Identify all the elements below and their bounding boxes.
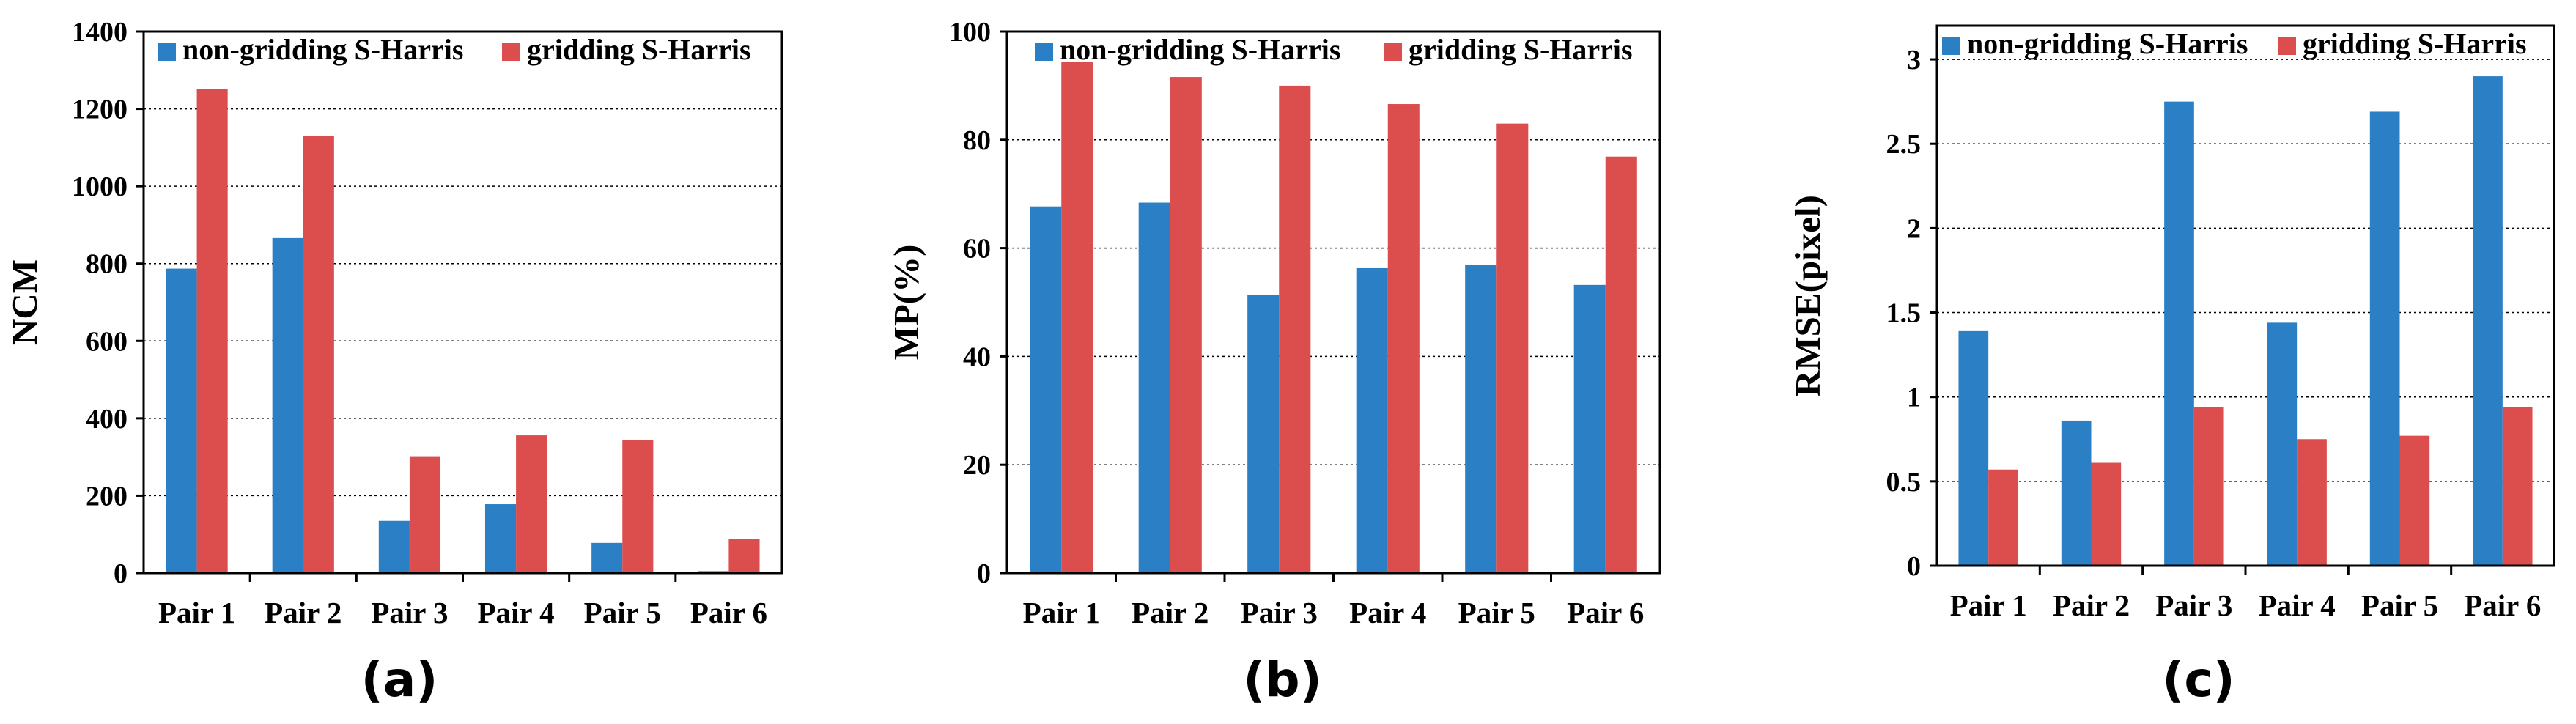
legend-swatch <box>158 43 176 61</box>
plot-frame <box>1005 30 1661 575</box>
bar-non-gridding-pair-6 <box>1573 284 1606 573</box>
bar-non-gridding-pair-2 <box>2061 420 2092 566</box>
bar-non-gridding-pair-5 <box>1465 265 1497 573</box>
bar-gridding-pair-5 <box>1496 123 1529 573</box>
y-tick-label: 0 <box>114 558 128 589</box>
legend-label: non-gridding S-Harris <box>1060 33 1340 66</box>
bar-non-gridding-pair-3 <box>2164 101 2194 566</box>
chart-panel-2: 0 20 40 60 80 100 Pair 1 Pair 2 Pair 3 Pair 4 Pair… <box>886 17 1661 708</box>
bar-gridding-pair-2 <box>1170 77 1202 574</box>
panel-caption: (c) <box>2162 651 2234 708</box>
bar-gridding-pair-5 <box>2399 435 2430 566</box>
x-category-label: Pair 6 <box>690 596 767 629</box>
y-tick-label: 600 <box>86 326 128 357</box>
y-tick-label: 1400 <box>72 17 128 48</box>
bar-gridding-pair-6 <box>2502 407 2533 566</box>
y-tick-label: 80 <box>963 125 991 156</box>
y-tick-label: 200 <box>86 481 128 511</box>
bar-gridding-pair-3 <box>2193 407 2224 566</box>
bar-non-gridding-pair-3 <box>1247 295 1280 573</box>
panel-caption: (a) <box>361 651 438 708</box>
legend-swatch <box>1035 43 1053 61</box>
y-tick-label: 60 <box>963 234 991 265</box>
y-tick-label: 1.5 <box>1886 298 1922 329</box>
y-tick-label: 40 <box>963 341 991 372</box>
x-category-label: Pair 1 <box>158 596 235 629</box>
bar-gridding-pair-6 <box>728 539 760 573</box>
x-category-label: Pair 3 <box>1241 596 1318 629</box>
bar-gridding-pair-4 <box>516 435 547 573</box>
bar-gridding-pair-6 <box>1605 156 1637 574</box>
bar-gridding-pair-5 <box>622 440 654 573</box>
x-category-label: Pair 3 <box>2155 588 2232 622</box>
plot-frame <box>1935 24 2555 567</box>
bar-gridding-pair-3 <box>409 456 441 573</box>
y-axis-title: MP(%) <box>886 245 926 361</box>
plot-frame <box>142 30 783 575</box>
legend-swatch <box>502 43 520 61</box>
y-tick-label: 1 <box>1907 383 1921 413</box>
x-category-label: Pair 2 <box>265 596 342 629</box>
y-tick-label: 20 <box>963 450 991 481</box>
bar-gridding-pair-1 <box>196 89 228 573</box>
y-tick-label: 2 <box>1907 213 1921 244</box>
legend-label: non-gridding S-Harris <box>182 33 463 66</box>
x-category-label: Pair 6 <box>2464 588 2541 622</box>
bar-non-gridding-pair-1 <box>166 268 197 573</box>
y-tick-label: 0 <box>1907 551 1921 582</box>
x-category-label: Pair 1 <box>1950 588 2027 622</box>
x-category-label: Pair 3 <box>371 596 448 629</box>
bar-gridding-pair-2 <box>2091 462 2122 566</box>
bar-non-gridding-pair-1 <box>1958 330 1989 566</box>
y-tick-label: 800 <box>86 249 128 280</box>
x-category-label: Pair 2 <box>2053 588 2130 622</box>
y-tick-label: 3 <box>1907 45 1921 75</box>
x-category-label: Pair 5 <box>1458 596 1535 629</box>
bar-gridding-pair-4 <box>2297 439 2327 566</box>
x-category-label: Pair 1 <box>1023 596 1100 629</box>
bar-non-gridding-pair-3 <box>378 520 410 573</box>
y-tick-label: 100 <box>949 17 991 48</box>
bar-non-gridding-pair-4 <box>484 504 517 573</box>
y-tick-label: 2.5 <box>1886 129 1922 160</box>
legend-swatch <box>1384 43 1402 61</box>
y-axis-title: NCM <box>4 259 45 345</box>
bar-non-gridding-pair-5 <box>2369 111 2400 566</box>
bar-non-gridding-pair-2 <box>1138 202 1170 573</box>
x-category-label: Pair 4 <box>2259 588 2336 622</box>
legend-swatch <box>1942 37 1960 55</box>
bar-gridding-pair-4 <box>1387 104 1420 573</box>
x-category-label: Pair 4 <box>1349 596 1426 629</box>
x-category-label: Pair 5 <box>2361 588 2438 622</box>
bar-gridding-pair-1 <box>1988 469 2018 566</box>
y-tick-label: 1200 <box>72 95 128 125</box>
panel-caption: (b) <box>1243 651 1322 708</box>
bar-non-gridding-pair-1 <box>1030 206 1062 573</box>
y-axis-title: RMSE(pixel) <box>1787 195 1828 396</box>
bar-gridding-pair-3 <box>1279 85 1311 573</box>
y-tick-label: 0.5 <box>1886 467 1922 498</box>
y-tick-label: 0 <box>977 558 991 589</box>
legend-label: gridding S-Harris <box>2303 27 2527 60</box>
chart-panel-1: 0 200 400 600 800 1000 1200 1400 Pair 1 Pair 2 Pai… <box>4 17 783 708</box>
bar-non-gridding-pair-5 <box>591 542 623 573</box>
y-tick-label: 1000 <box>72 171 128 202</box>
y-tick-label: 400 <box>86 404 128 435</box>
bar-non-gridding-pair-2 <box>272 237 303 573</box>
bar-non-gridding-pair-4 <box>2267 322 2298 566</box>
legend-label: non-gridding S-Harris <box>1967 27 2248 60</box>
x-category-label: Pair 2 <box>1132 596 1208 629</box>
chart-panel-3: 0 0.5 1 1.5 2 2.5 3 Pair 1 Pair 2 Pair 3 Pair 4 Pai… <box>1787 24 2555 708</box>
x-category-label: Pair 5 <box>584 596 661 629</box>
bar-non-gridding-pair-6 <box>2473 76 2503 566</box>
legend-label: gridding S-Harris <box>527 33 751 66</box>
bar-gridding-pair-1 <box>1061 62 1093 573</box>
legend-label: gridding S-Harris <box>1409 33 1633 66</box>
bar-non-gridding-pair-4 <box>1356 267 1388 573</box>
x-category-label: Pair 6 <box>1567 596 1644 629</box>
x-category-label: Pair 4 <box>478 596 555 629</box>
legend-swatch <box>2278 37 2296 55</box>
bar-gridding-pair-2 <box>303 135 334 573</box>
